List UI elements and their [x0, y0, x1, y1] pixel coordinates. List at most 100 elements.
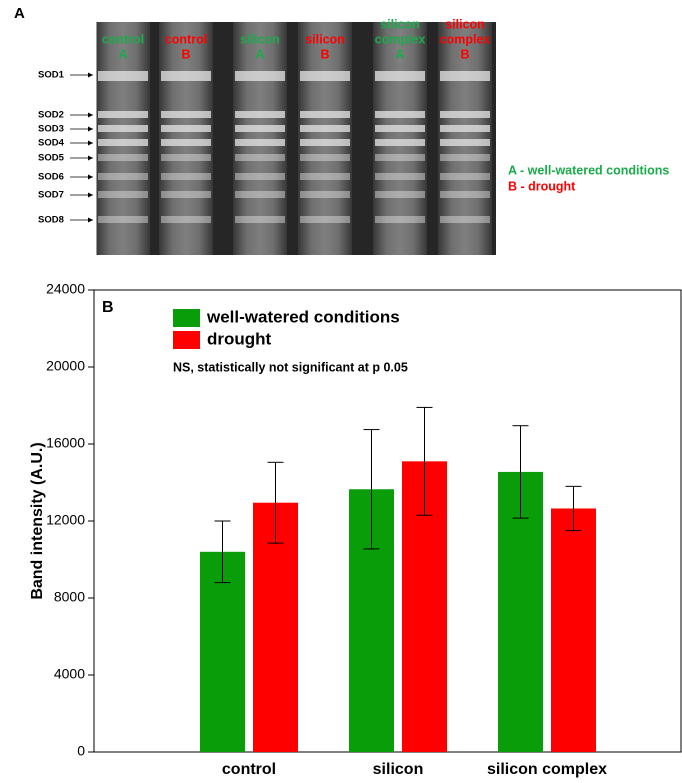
lane-label: complex [440, 32, 491, 46]
bar [551, 508, 596, 752]
gel-band [161, 111, 211, 118]
error-bar [214, 520, 231, 584]
lane-label: complex [375, 32, 426, 46]
band-arrowhead [88, 174, 93, 180]
gel-band [235, 125, 285, 132]
gel-band [235, 111, 285, 118]
y-tick-label: 0 [77, 743, 85, 759]
legend-swatch [173, 331, 200, 349]
x-tick-label: silicon complex [487, 761, 607, 778]
gel-band [440, 139, 490, 146]
gel-band [98, 173, 148, 180]
gel-lane [298, 22, 352, 255]
gel-band [375, 139, 425, 146]
gel-legend: B - drought [508, 179, 576, 193]
gel-band [440, 111, 490, 118]
gel-band [375, 111, 425, 118]
lane-label: B [320, 47, 329, 61]
gel-band [375, 154, 425, 161]
gel-band [300, 191, 350, 198]
error-bar [512, 425, 529, 519]
gel-lane [233, 22, 287, 255]
band-arrowhead [88, 155, 93, 161]
annotation: NS, statistically not significant at p 0… [173, 360, 408, 374]
y-axis-title: Band intensity (A.U.) [29, 442, 46, 599]
panel-label: A [14, 5, 25, 22]
y-tick-label: 12000 [46, 512, 85, 528]
lane-label: silicon [445, 17, 485, 31]
error-bar [267, 461, 284, 544]
gel-band [161, 216, 211, 223]
gel-band [300, 125, 350, 132]
gel-band [375, 125, 425, 132]
y-tick-label: 8000 [54, 589, 85, 605]
lane-label: silicon [305, 32, 345, 46]
gel-band [375, 173, 425, 180]
band-label: SOD6 [38, 172, 64, 183]
band-arrowhead [88, 192, 93, 198]
gel-band [161, 191, 211, 198]
error-bar [565, 485, 582, 532]
y-tick-label: 24000 [46, 281, 85, 297]
gel-band [161, 71, 211, 81]
band-label: SOD4 [38, 138, 65, 149]
gel-lane [438, 22, 492, 255]
gel-band [98, 191, 148, 198]
gel-image [96, 22, 496, 255]
gel-band [98, 71, 148, 81]
gel-band [440, 154, 490, 161]
gel-band [300, 71, 350, 81]
gel-band [235, 173, 285, 180]
band-arrowhead [88, 112, 93, 118]
lane-label: B [460, 47, 469, 61]
y-tick-label: 16000 [46, 435, 85, 451]
error-bar [416, 406, 433, 516]
gel-lane [159, 22, 213, 255]
gel-band [375, 71, 425, 81]
band-label: SOD2 [38, 110, 64, 121]
band-label: SOD1 [38, 70, 65, 81]
gel-band [161, 139, 211, 146]
gel-lane [373, 22, 427, 255]
band-arrowhead [88, 217, 93, 223]
band-label: SOD7 [38, 190, 64, 201]
lane-label: silicon [380, 17, 420, 31]
legend-swatch [173, 309, 200, 327]
band-arrowhead [88, 140, 93, 146]
gel-band [161, 125, 211, 132]
gel-lane [96, 22, 150, 255]
gel-band [98, 154, 148, 161]
lane-label: B [181, 47, 190, 61]
x-tick-label: silicon [373, 761, 424, 778]
gel-band [375, 191, 425, 198]
gel-band [440, 125, 490, 132]
gel-band [440, 216, 490, 223]
bar [253, 502, 298, 752]
gel-band [375, 216, 425, 223]
gel-band [440, 71, 490, 81]
panel-label: B [102, 299, 114, 316]
gel-band [161, 154, 211, 161]
lane-label: A [255, 47, 264, 61]
gel-band [300, 173, 350, 180]
band-label: SOD8 [38, 215, 64, 226]
gel-band [161, 173, 211, 180]
gel-band [235, 191, 285, 198]
gel-band [300, 216, 350, 223]
band-label: SOD5 [38, 153, 65, 164]
y-tick-label: 4000 [54, 666, 85, 682]
lane-label: control [102, 32, 144, 46]
gel-legend: A - well-watered conditions [508, 163, 669, 177]
lane-label: A [395, 47, 404, 61]
gel-band [440, 173, 490, 180]
gel-band [235, 154, 285, 161]
gel-band [300, 154, 350, 161]
gel-band [440, 191, 490, 198]
legend-label: drought [207, 329, 272, 348]
gel-band [98, 125, 148, 132]
gel-band [235, 139, 285, 146]
gel-band [98, 216, 148, 223]
band-arrowhead [88, 126, 93, 132]
band-arrowhead [88, 72, 93, 78]
